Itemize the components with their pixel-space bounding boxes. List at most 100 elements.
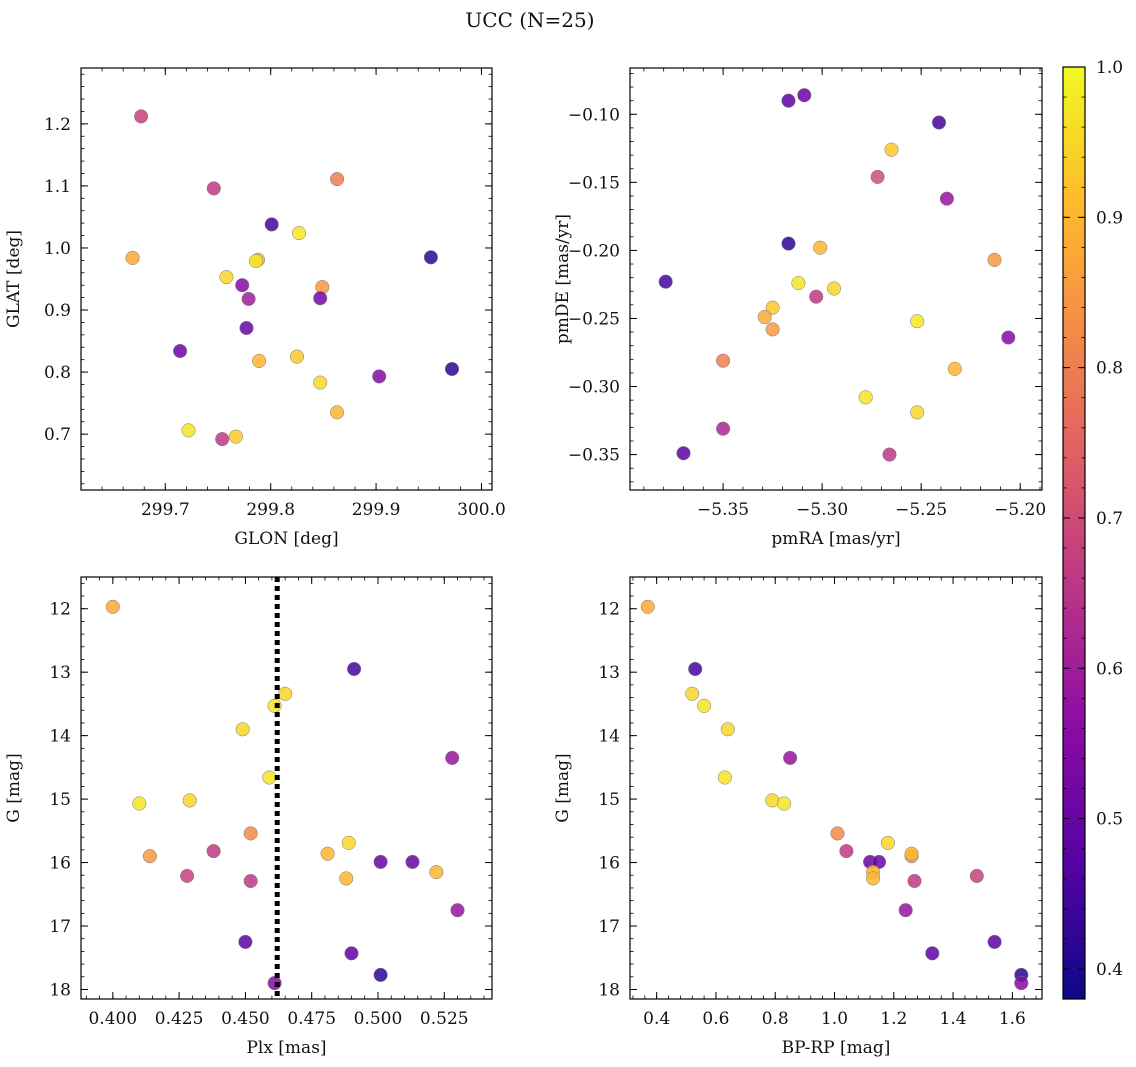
data-point (987, 252, 1002, 267)
data-point (765, 793, 780, 808)
data-point (925, 946, 940, 961)
data-point (781, 93, 796, 108)
y-tick-label: 0.9 (44, 301, 71, 321)
y-tick-label: 18 (598, 980, 620, 1000)
data-point (765, 300, 780, 315)
data-point (344, 946, 359, 961)
data-point (757, 310, 772, 325)
data-point (292, 226, 307, 241)
data-point (182, 793, 197, 808)
y-tick-label: 16 (598, 854, 620, 874)
x-tick-label: 1.6 (999, 1009, 1026, 1029)
x-tick-label: 1.0 (821, 1009, 848, 1029)
y-tick-label: −0.20 (568, 241, 620, 261)
data-point (243, 873, 258, 889)
data-point (947, 361, 962, 376)
data-point (880, 835, 895, 850)
y-tick-label: 17 (49, 917, 71, 937)
y-axis-label: G [mag] (553, 753, 573, 822)
figure-title: UCC (N=25) (465, 8, 594, 32)
data-point (180, 868, 195, 883)
panel-top-left: 299.7 299.8 299.9 300.0 0.7 0.8 0.9 1.0 1.1 1.2 GL… (4, 67, 506, 549)
y-tick-label: 14 (598, 727, 620, 747)
data-point (445, 750, 460, 765)
x-axis-label: BP-RP [mag] (782, 1038, 891, 1058)
x-tick-label: 0.425 (155, 1009, 204, 1029)
data-point (783, 750, 798, 765)
data-point (813, 240, 828, 255)
data-point (765, 322, 780, 337)
x-tick-label: −5.35 (697, 500, 749, 520)
data-point (134, 109, 149, 124)
colorbar-tick-label: 0.7 (1096, 509, 1123, 529)
data-point (884, 142, 899, 157)
data-point (1014, 976, 1029, 991)
data-point (235, 278, 250, 293)
data-point (320, 846, 335, 861)
y-tick-label: 13 (598, 663, 620, 683)
y-tick-label: 0.8 (44, 363, 71, 383)
x-axis-label: Plx [mas] (246, 1038, 326, 1058)
x-tick-label: 0.400 (88, 1009, 137, 1029)
data-point (640, 599, 655, 614)
data-point (720, 722, 735, 737)
y-tick-label: 1.1 (44, 177, 71, 197)
y-tick-label: −0.35 (568, 446, 620, 466)
points-bottom-right (640, 599, 1029, 991)
colorbar-tick-label: 0.4 (1096, 960, 1123, 980)
data-point (839, 844, 854, 859)
data-point (262, 770, 277, 785)
data-point (716, 421, 731, 436)
y-tick-label: −0.30 (568, 378, 620, 398)
data-point (372, 369, 387, 384)
y-tick-label: 15 (598, 790, 620, 810)
y-axis-label: pmDE [mas/yr] (553, 214, 573, 344)
data-point (206, 844, 221, 859)
y-tick-label: 16 (49, 854, 71, 874)
x-tick-label: −5.30 (796, 500, 848, 520)
axes-frame (629, 576, 1043, 1000)
x-tick-label: 0.500 (354, 1009, 403, 1029)
data-point (264, 217, 279, 232)
x-tick-label: 0.450 (221, 1009, 270, 1029)
data-point (235, 722, 250, 737)
data-point (777, 796, 792, 811)
x-tick-label: 1.4 (940, 1009, 967, 1029)
x-tick-label: 0.8 (762, 1009, 789, 1029)
data-point (987, 934, 1002, 949)
x-axis-label: GLON [deg] (234, 529, 338, 549)
data-point (248, 253, 263, 269)
data-point (904, 846, 919, 861)
x-tick-label: 299.8 (246, 500, 295, 520)
y-tick-label: 14 (49, 727, 71, 747)
data-point (239, 320, 254, 336)
data-point (882, 447, 897, 462)
x-tick-label: 299.7 (141, 500, 190, 520)
y-tick-label: 17 (598, 917, 620, 937)
y-tick-label: 15 (49, 790, 71, 810)
data-point (173, 343, 188, 359)
y-tick-label: 12 (49, 600, 71, 620)
data-point (830, 826, 845, 841)
data-point (781, 236, 796, 251)
data-point (105, 599, 120, 614)
y-tick-label: −0.10 (568, 105, 620, 125)
y-tick-label: 1.2 (44, 115, 71, 135)
data-point (373, 854, 388, 869)
data-point (870, 169, 885, 184)
data-point (252, 353, 267, 368)
y-axis-label: GLAT [deg] (4, 230, 24, 328)
data-point (132, 796, 147, 811)
data-point (809, 289, 824, 304)
x-tick-label: −5.25 (895, 500, 947, 520)
y-tick-label: 18 (49, 980, 71, 1000)
data-point (313, 291, 328, 306)
data-point (931, 115, 947, 130)
x-tick-label: 0.525 (420, 1009, 469, 1029)
data-point (347, 661, 362, 677)
points-bottom-left (105, 599, 465, 991)
data-point (341, 835, 356, 850)
data-point (939, 191, 954, 206)
data-point (969, 868, 984, 883)
y-tick-label: −0.25 (568, 309, 620, 329)
